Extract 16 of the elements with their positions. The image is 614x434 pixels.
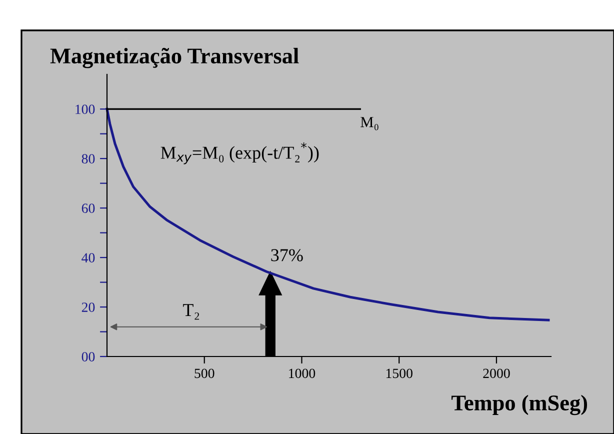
annotation: 37%: [271, 249, 303, 262]
y-tick-label: 00: [82, 352, 95, 362]
x-tick-label: 500: [194, 368, 214, 378]
x-axis-title: Tempo (mSeg): [452, 394, 588, 416]
y-tick-label: 20: [82, 302, 95, 312]
x-tick-label: 1000: [289, 368, 316, 378]
y-tick-label: 60: [82, 204, 95, 213]
y-tick-label: 100: [76, 104, 95, 114]
annotation: T₂: [183, 304, 200, 320]
x-tick-label: 1500: [386, 368, 412, 378]
y-tick-label: 40: [82, 253, 95, 262]
annotation: M$_{xy}$=M₀ (exp(-t/T₂$^{*}$)): [160, 142, 319, 164]
series-label: M₀: [360, 117, 378, 130]
x-tick-label: 2000: [483, 368, 510, 378]
y-tick-label: 80: [82, 154, 95, 164]
chart-title: Magnetização Transversal: [50, 48, 299, 68]
